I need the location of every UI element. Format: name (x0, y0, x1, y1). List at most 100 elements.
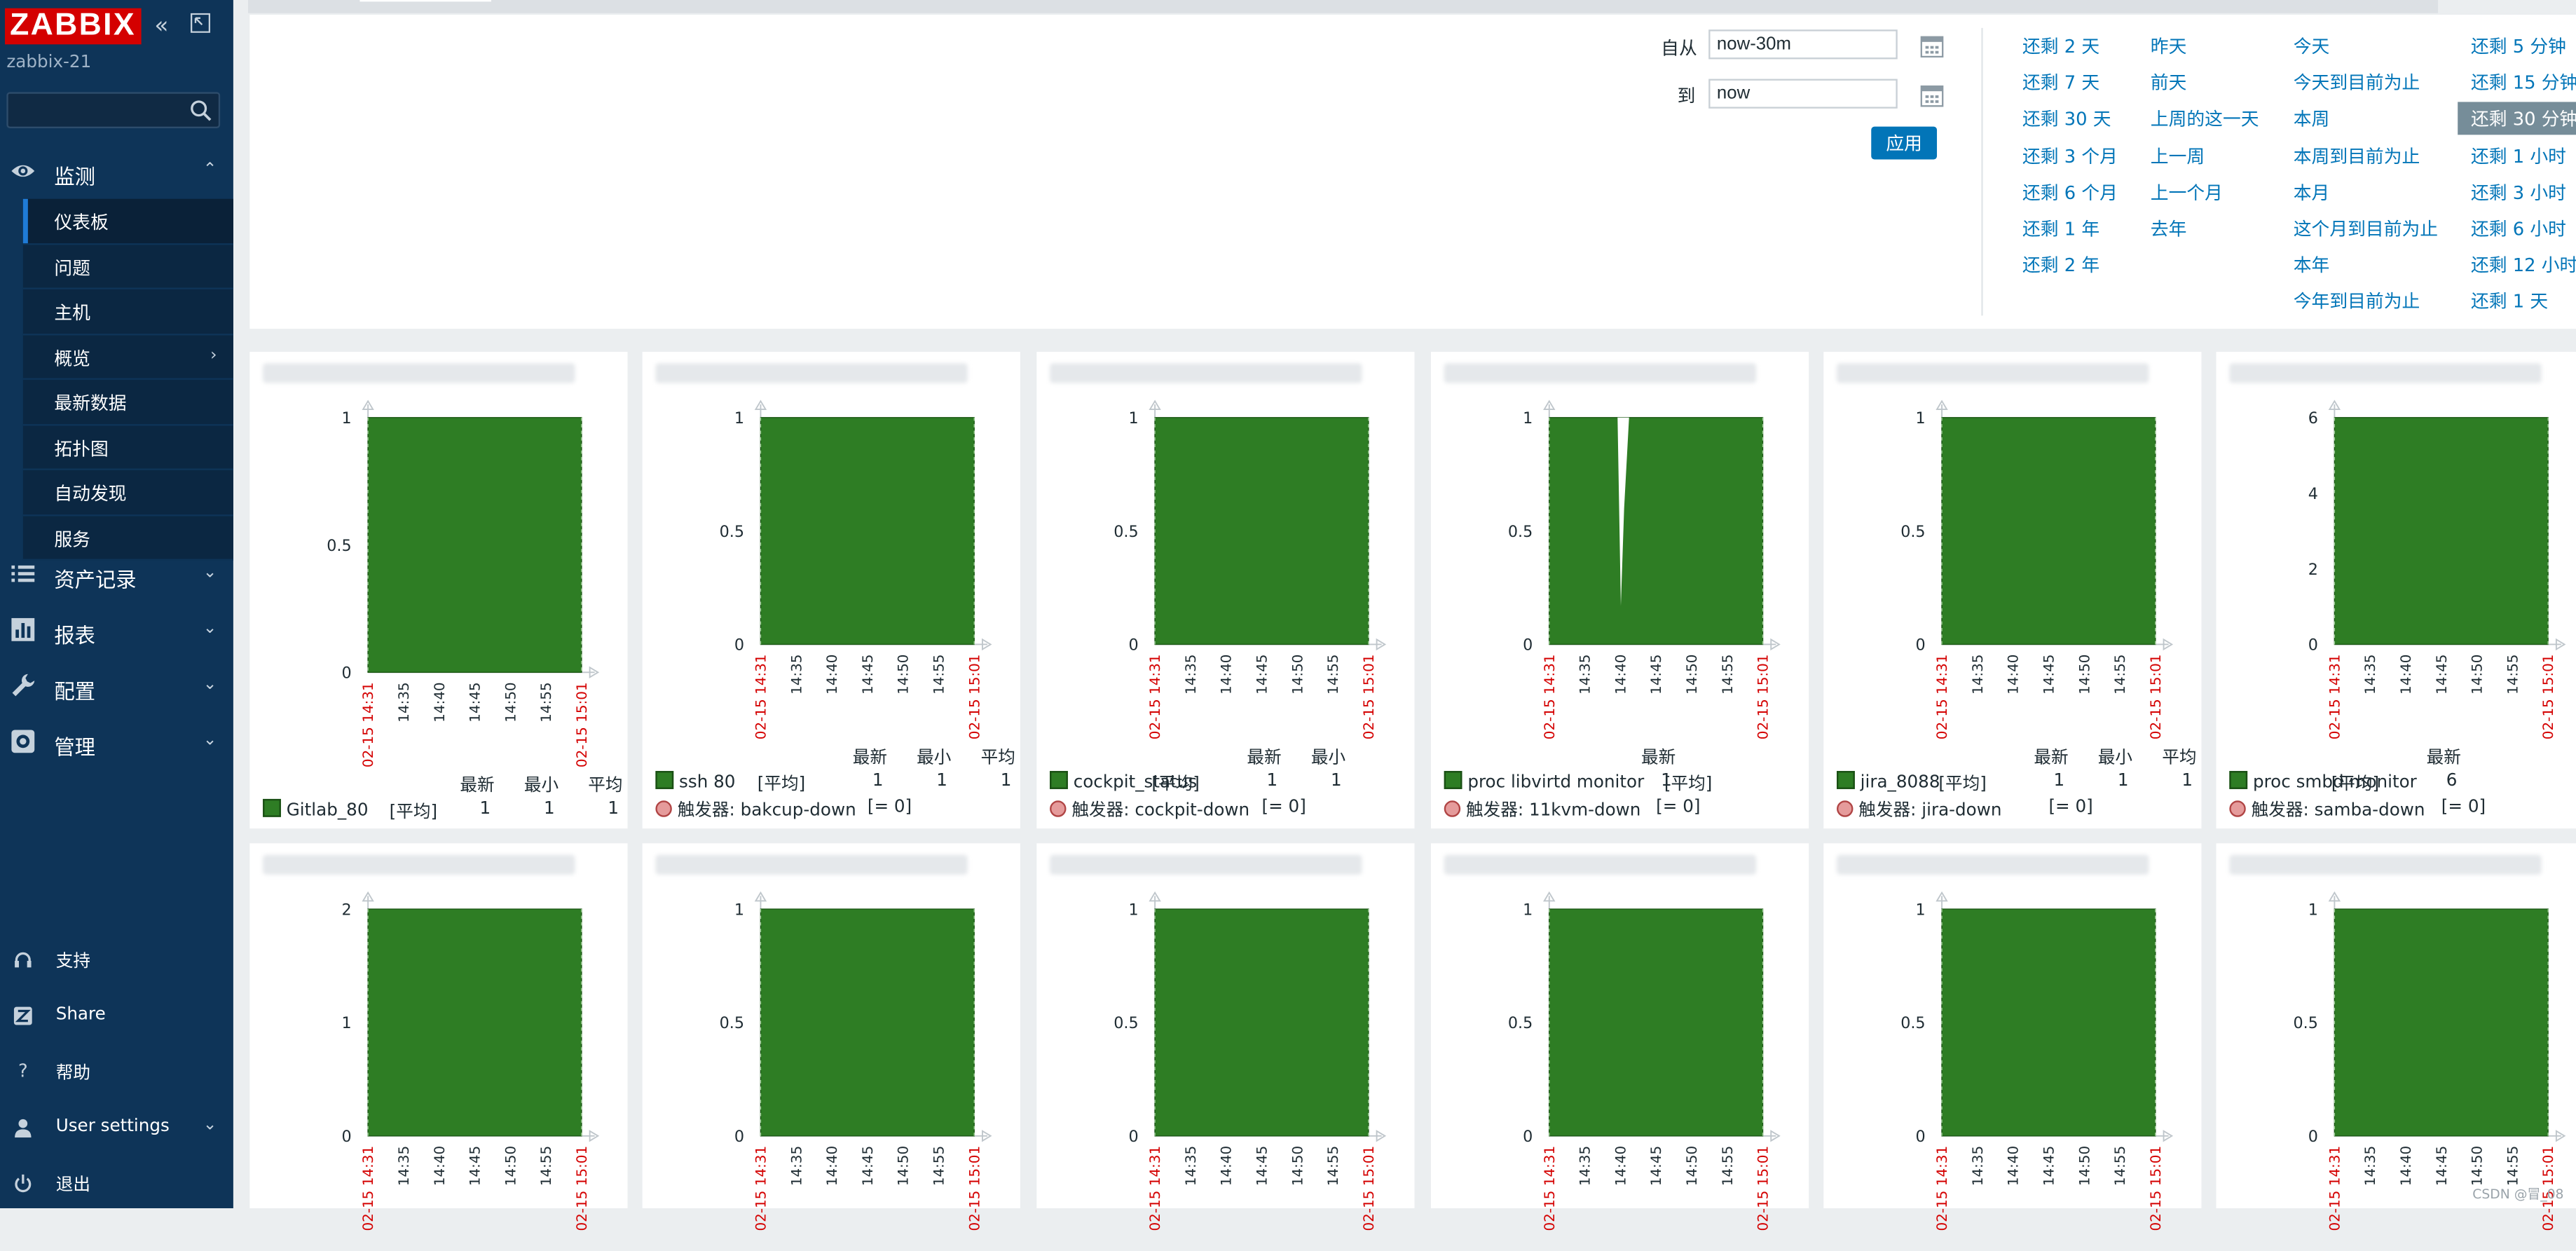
quick-range-link[interactable]: 今天 (2293, 36, 2330, 58)
quick-range-link[interactable]: 去年 (2150, 218, 2187, 240)
graph-widget[interactable]: 1 0.5 0 02-15 14:31 14:35 14:40 14:45 14:50 14:5… (1823, 843, 2202, 1231)
collapse-sidebar-icon[interactable]: « (154, 13, 169, 40)
watermark: CSDN @冒_08 (2472, 1187, 2564, 1202)
sidebar-item-discovery[interactable]: 自动发现 (22, 470, 233, 516)
sidebar-item-hosts[interactable]: 主机 (22, 289, 233, 335)
chevron-right-icon: › (210, 346, 217, 364)
quick-range-link[interactable]: 还剩 2 天 (2022, 36, 2100, 58)
graph-svg: 1 0.5 0 02-15 14:31 14:35 14:40 14:45 14:50 14:5… (1900, 399, 2174, 739)
trigger-condition: [= 0] (1656, 797, 1701, 817)
y-tick-label: 2 (2308, 561, 2318, 579)
menu-inventory[interactable]: 资产记录 ⌄ (0, 547, 233, 603)
sidebar-help[interactable]: ? 帮助 (0, 1052, 233, 1095)
quick-range-link[interactable]: 本周 (2293, 109, 2330, 131)
apply-button[interactable]: 应用 (1871, 126, 1938, 160)
legend-swatch (263, 798, 281, 817)
y-tick-label: 0.5 (720, 1014, 744, 1032)
to-label: 到 (1677, 85, 1696, 107)
quick-range-link[interactable]: 上一周 (2150, 145, 2205, 168)
graph-widget[interactable]: 2 1 0 02-15 14:31 14:35 14:40 14:45 14:50 14:55 0… (249, 843, 628, 1231)
quick-range-link[interactable]: 还剩 3 个月 (2022, 145, 2118, 168)
quick-range-link[interactable]: 还剩 6 个月 (2022, 182, 2118, 204)
sidebar-support[interactable]: 支持 (0, 941, 233, 983)
graph-widget[interactable]: 1 0.5 0 02-15 14:31 14:35 14:40 14:45 14:50 14:5… (249, 351, 628, 829)
legend-series-name: proc libvirtd monitor (1467, 772, 1645, 793)
menu-configuration[interactable]: 配置 ⌄ (0, 659, 233, 716)
quick-range-link[interactable]: 还剩 12 小时 (2470, 255, 2576, 277)
series-area (760, 417, 975, 645)
menu-monitoring[interactable]: 监测 ⌃ (0, 144, 233, 200)
graph-widget[interactable]: 1 0.5 0 02-15 14:31 14:35 14:40 14:45 14:50 14:5… (1036, 351, 1415, 829)
sidebar-item-dashboard[interactable]: 仪表板 (22, 198, 233, 245)
sidebar-share[interactable]: Share (0, 996, 233, 1039)
sidebar-item-latest-data[interactable]: 最新数据 (22, 380, 233, 425)
y-tick-label: 0 (2308, 636, 2318, 655)
quick-range-link[interactable]: 今年到目前为止 (2293, 292, 2420, 313)
y-axis-arrow (2328, 399, 2341, 410)
quick-range-link[interactable]: 本周到目前为止 (2293, 145, 2420, 168)
stat-value: 1 (1661, 771, 1672, 791)
x-tick-label: 14:55 (1325, 655, 1341, 695)
kiosk-mode-icon[interactable] (190, 13, 211, 40)
quick-range-link[interactable]: 还剩 1 小时 (2470, 145, 2566, 168)
search-icon[interactable] (189, 99, 212, 122)
graph-widget[interactable]: 1 0.5 0 02-15 14:31 14:35 14:40 14:45 14:50 14:5… (1430, 843, 1809, 1231)
stat-header: 最新 (2034, 748, 2069, 768)
graph-widget[interactable]: 1 0.5 0 02-15 14:31 14:35 14:40 14:45 14:50 14:5… (642, 843, 1020, 1231)
quick-range-link[interactable]: 前天 (2150, 72, 2187, 95)
sidebar-sign-out[interactable]: 退出 (0, 1164, 233, 1207)
stat-value: 6 (2446, 771, 2458, 791)
x-tick-label: 14:35 (1183, 1146, 1199, 1186)
quick-range-link[interactable]: 昨天 (2150, 36, 2187, 58)
quick-range-link[interactable]: 这个月到目前为止 (2293, 218, 2439, 240)
legend-aggregation: [平均] (1664, 774, 1713, 794)
chevron-down-icon: ⌄ (203, 676, 217, 694)
quick-range-link[interactable]: 还剩 30 分钟 (2458, 102, 2576, 136)
search-input[interactable] (15, 97, 193, 125)
y-tick-label: 0.5 (1900, 1014, 1925, 1032)
y-axis-arrow (362, 399, 374, 410)
to-input[interactable] (1708, 78, 1898, 109)
quick-range-link[interactable]: 还剩 15 分钟 (2470, 72, 2576, 95)
quick-range-link[interactable]: 还剩 30 天 (2022, 109, 2111, 131)
x-axis-arrow (2163, 1130, 2174, 1142)
quick-range-link[interactable]: 还剩 1 天 (2470, 292, 2549, 313)
stat-header: 最小 (523, 776, 559, 796)
sidebar-item-services[interactable]: 服务 (22, 515, 233, 561)
quick-range-link[interactable]: 还剩 5 分钟 (2470, 36, 2566, 58)
graph-widget[interactable]: 1 0.5 0 02-15 14:31 14:35 14:40 14:45 14:50 14:5… (1430, 351, 1809, 829)
graph-widget[interactable]: 6 4 2 0 02-15 14:31 14:35 14:40 14:45 14:50 14:55… (2216, 351, 2576, 829)
quick-range-link[interactable]: 上周的这一天 (2150, 109, 2259, 131)
x-tick-label: 14:55 (1325, 1146, 1341, 1186)
stat-header: 最小 (1310, 748, 1346, 768)
calendar-icon[interactable] (1920, 34, 1944, 58)
quick-range-link[interactable]: 还剩 2 年 (2022, 255, 2100, 277)
sidebar-item-maps[interactable]: 拓扑图 (22, 425, 233, 470)
menu-reports[interactable]: 报表 ⌄ (0, 603, 233, 659)
sidebar-item-overview[interactable]: 概览 › (22, 334, 233, 380)
widget-title-blurred (1050, 854, 1362, 875)
menu-administration[interactable]: 管理 ⌄ (0, 715, 233, 771)
quick-range-link[interactable]: 本年 (2293, 255, 2330, 277)
sidebar-item-problems[interactable]: 问题 (22, 244, 233, 289)
x-tick-label: 14:35 (1970, 655, 1986, 695)
graph-widget[interactable]: 1 0.5 0 02-15 14:31 14:35 14:40 14:45 14:50 14:5… (1823, 351, 2202, 829)
quick-range-link[interactable]: 今天到目前为止 (2293, 72, 2420, 95)
quick-range-link[interactable]: 本月 (2293, 182, 2330, 204)
y-axis-arrow (1543, 891, 1556, 902)
graph-widget[interactable]: 1 0.5 0 02-15 14:31 14:35 14:40 14:45 14:50 14:5… (642, 351, 1020, 829)
quick-range-link[interactable]: 还剩 1 年 (2022, 218, 2100, 240)
sidebar-user-settings[interactable]: User settings ⌄ (0, 1108, 233, 1151)
quick-range-link[interactable]: 还剩 3 小时 (2470, 182, 2566, 204)
x-tick-label: 14:45 (467, 1146, 484, 1186)
zabbix-logo[interactable]: ZABBIX (5, 8, 141, 45)
quick-range-link[interactable]: 还剩 7 天 (2022, 72, 2100, 95)
from-input[interactable] (1708, 29, 1898, 60)
filter-tab[interactable] (359, 0, 491, 2)
calendar-icon[interactable] (1920, 84, 1944, 107)
quick-range-link[interactable]: 上一个月 (2150, 182, 2223, 204)
quick-range-link[interactable]: 还剩 6 小时 (2470, 218, 2566, 240)
graph-widget[interactable]: 1 0.5 0 02-15 14:31 14:35 14:40 14:45 14:50 14:5… (1036, 843, 1415, 1231)
series-area (1549, 908, 1764, 1137)
graph-widget[interactable]: 1 0.5 0 02-15 14:31 14:35 14:40 14:45 14:50 14:5… (2216, 843, 2576, 1231)
